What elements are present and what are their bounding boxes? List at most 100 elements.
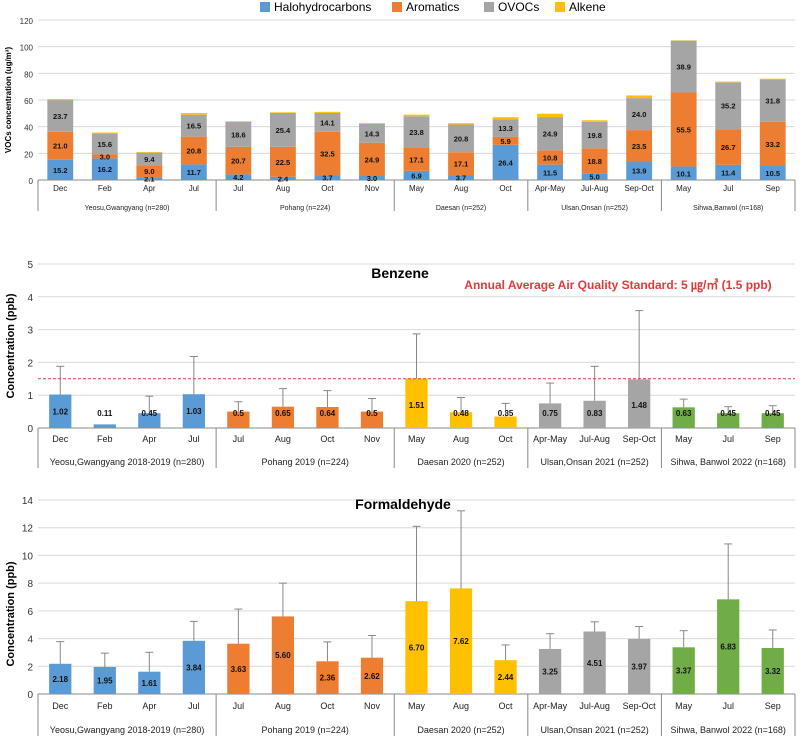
formaldehyde-bar	[583, 631, 606, 694]
benzene-category-label: Oct	[499, 434, 514, 444]
vocs-bar-segment-alkene	[448, 123, 474, 125]
vocs-bar-segment-halohydrocarbons	[314, 175, 341, 180]
vocs-data-label: 14.1	[320, 118, 335, 127]
legend: Halohydrocarbons Aromatics OVOCs Alkene	[260, 0, 606, 14]
vocs-bar-segment-ovocs	[715, 82, 742, 130]
vocs-data-label: 15.6	[97, 140, 112, 149]
formaldehyde-bar	[138, 671, 161, 694]
vocs-data-label: 6.9	[411, 171, 421, 180]
formaldehyde-data-label: 3.37	[676, 667, 692, 676]
formaldehyde-category-label: Feb	[97, 701, 113, 711]
benzene-data-label: 0.11	[97, 409, 113, 418]
vocs-group-label: Pohang (n=224)	[280, 205, 330, 212]
formaldehyde-category-label: Sep	[765, 701, 781, 711]
formaldehyde-data-label: 6.83	[720, 643, 736, 652]
benzene-category-label: Apr-May	[533, 434, 568, 444]
benzene-chart: 0 1 2 3 4 5 Dec Feb Apr Jul Jul Aug Oct Nov May Aug Oct A…	[27, 260, 796, 468]
formaldehyde-category-label: Jul	[722, 701, 734, 711]
benzene-bar	[182, 394, 205, 428]
vocs-data-label: 20.7	[231, 157, 246, 166]
formaldehyde-y-tick-label: 2	[27, 662, 33, 673]
vocs-data-label: 18.8	[587, 157, 602, 166]
benzene-data-label: 0.35	[498, 409, 514, 418]
benzene-data-label: 0.75	[542, 409, 558, 418]
formaldehyde-data-label: 2.44	[498, 673, 514, 682]
formaldehyde-data-label: 3.32	[765, 667, 781, 676]
benzene-bar	[538, 403, 562, 428]
vocs-y-tick-label: 80	[24, 70, 33, 79]
formaldehyde-chart-title: Formaldehyde	[355, 496, 451, 512]
benzene-bar	[93, 424, 116, 428]
vocs-data-label: 17.1	[409, 155, 424, 164]
benzene-group-label: Pohang 2019 (n=224)	[262, 457, 349, 467]
formaldehyde-chart: 0 2 4 6 8 10 12 14 Dec Feb Apr Jul Jul Aug Oct Nov May Au…	[22, 496, 796, 736]
vocs-bar-segment-alkene	[225, 121, 252, 122]
vocs-category-label: Jul	[723, 184, 733, 193]
vocs-bar-segment-ovocs	[269, 112, 296, 147]
benzene-category-label: Jul	[233, 434, 245, 444]
legend-swatch-aromatics	[392, 2, 402, 12]
formaldehyde-group-label: Daesan 2020 (n=252)	[417, 725, 504, 735]
vocs-data-label: 16.2	[97, 165, 112, 174]
vocs-data-label: 19.8	[587, 131, 602, 140]
benzene-category-label: Nov	[364, 434, 381, 444]
vocs-bar-segment-aromatics	[492, 136, 519, 145]
vocs-data-label: 24.0	[632, 110, 647, 119]
benzene-bar	[494, 416, 517, 428]
vocs-bar-segment-ovocs	[136, 152, 163, 166]
formaldehyde-category-label: Dec	[52, 701, 69, 711]
benzene-data-label: 0.83	[587, 409, 603, 418]
vocs-bar-segment-aromatics	[225, 146, 252, 175]
vocs-bar-segment-alkene	[47, 99, 74, 101]
benzene-category-label: Aug	[275, 434, 291, 444]
legend-swatch-ovocs	[484, 2, 494, 12]
vocs-data-label: 10.5	[765, 169, 780, 178]
benzene-category-label: Dec	[52, 434, 69, 444]
vocs-data-label: 33.2	[765, 140, 780, 149]
legend-swatch-alkene	[555, 2, 565, 12]
vocs-data-label: 38.9	[676, 63, 691, 72]
benzene-category-label: Sep-Oct	[623, 434, 657, 444]
vocs-category-label: Nov	[365, 184, 379, 193]
vocs-data-label: 18.6	[231, 130, 246, 139]
formaldehyde-bar	[182, 640, 205, 694]
benzene-data-label: 0.5	[233, 409, 245, 418]
legend-label-halohydrocarbons: Halohydrocarbons	[274, 0, 371, 14]
formaldehyde-category-label: Apr	[142, 701, 156, 711]
formaldehyde-y-axis-title: Concentration (ppb)	[5, 561, 17, 666]
formaldehyde-category-label: May	[408, 701, 426, 711]
formaldehyde-y-tick-label: 4	[27, 635, 33, 646]
vocs-category-label: Oct	[499, 184, 512, 193]
vocs-data-label: 55.5	[676, 126, 691, 135]
formaldehyde-bar	[449, 588, 473, 694]
benzene-bar	[717, 413, 740, 428]
vocs-data-label: 21.0	[53, 142, 68, 151]
vocs-bar-segment-halohydrocarbons	[47, 159, 74, 180]
formaldehyde-data-label: 2.18	[52, 675, 68, 684]
benzene-bar	[227, 411, 250, 428]
vocs-data-label: 9.4	[144, 155, 155, 164]
benzene-data-label: 0.45	[142, 409, 158, 418]
vocs-bar-segment-aromatics	[537, 150, 564, 165]
vocs-category-label: Dec	[53, 184, 67, 193]
formaldehyde-y-tick-label: 0	[27, 690, 33, 701]
vocs-bar-segment-ovocs	[537, 117, 564, 151]
vocs-bar-segment-halohydrocarbons	[581, 173, 608, 180]
vocs-category-label: Sep	[766, 184, 781, 193]
benzene-group-label: Yeosu,Gwangyang 2018-2019 (n=280)	[50, 457, 205, 467]
benzene-bar	[271, 406, 295, 428]
vocs-y-axis-title: VOCs concentration (ug/m³)	[4, 47, 13, 154]
vocs-bar-segment-halohydrocarbons	[359, 176, 385, 180]
vocs-bar-segment-halohydrocarbons	[136, 177, 163, 180]
vocs-data-label: 35.2	[721, 102, 736, 111]
benzene-bar	[360, 411, 384, 428]
benzene-category-label: May	[675, 434, 693, 444]
vocs-bar-segment-ovocs	[581, 121, 608, 149]
vocs-data-label: 11.4	[721, 168, 736, 177]
formaldehyde-bar	[628, 638, 651, 694]
vocs-bar-segment-ovocs	[759, 79, 786, 122]
vocs-bar-segment-halohydrocarbons	[715, 164, 742, 180]
formaldehyde-bar	[494, 660, 517, 694]
vocs-data-label: 3.7	[456, 174, 466, 183]
benzene-category-label: Jul	[188, 434, 200, 444]
